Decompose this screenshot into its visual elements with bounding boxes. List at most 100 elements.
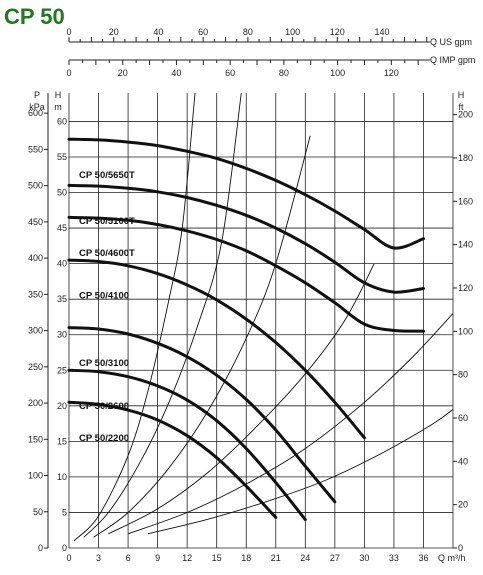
top-axis-tick-label: 120 [384,68,399,78]
top-axis-unit-label: Q IMP gpm [430,55,475,65]
system-curve [108,263,375,535]
system-curve [127,313,454,535]
x-axis-tick-label: 21 [271,553,281,563]
system-curves [73,92,454,542]
m-axis-tick-label: 0 [62,543,67,553]
m-axis-tick-label: 50 [57,188,67,198]
chart-title: CP 50 [4,4,65,29]
kpa-axis-tick-label: 300 [28,326,43,336]
top-axis-tick-label: 20 [109,27,119,37]
pump-curve [67,368,307,522]
top-axis-tick-label: 40 [153,27,163,37]
pump-curve [67,183,425,294]
pump-curve-labels: CP 50/5650T CP 50/5100T CP 50/4600T CP 50/4… [79,170,135,444]
x-axis-tick-label: 6 [126,553,131,563]
pump-curve [67,215,425,333]
top-axis-tick-label: 0 [66,27,71,37]
ft-axis-label-bottom: ft [458,102,464,112]
kpa-axis-tick-label: 600 [28,108,43,118]
top-axis-tick-label: 80 [279,68,289,78]
x-axis-tick-label: 9 [155,553,160,563]
ft-axis-tick-label: 40 [458,456,468,466]
m-axis-tick-label: 25 [57,365,67,375]
ft-axis-tick-label: 160 [458,196,473,206]
m-axis-tick-label: 55 [57,152,67,162]
pump-curve [67,400,278,519]
ft-axis-tick-label: 120 [458,283,473,293]
kpa-axis-tick-label: 500 [28,181,43,191]
pump-curve-label: CP 50/5100T [79,216,135,227]
top-axis-unit-label: Q US gpm [430,37,472,47]
top-axis-tick-label: 100 [285,27,300,37]
m-axis-tick-label: 40 [57,259,67,269]
top-axis-tick-label: 120 [330,27,345,37]
x-axis-tick-label: 12 [182,553,192,563]
pump-curve [67,137,425,250]
grid [68,93,454,549]
ft-axis-tick-label: 60 [458,413,468,423]
pump-curve-label: CP 50/2600 [79,401,129,412]
m-axis-tick-label: 60 [57,116,67,126]
ft-axis-tick-label: 20 [458,500,468,510]
x-axis-tick-label: 36 [418,553,428,563]
ft-axis-label-top: H [458,90,465,100]
m-axis-tick-label: 30 [57,330,67,340]
ft-axis-tick-label: 100 [458,326,473,336]
top-axis-tick-label: 60 [198,27,208,37]
m-axis-label-bottom: m [54,102,62,112]
pump-curve-label: CP 50/4600T [79,248,135,259]
pump-curve-label: CP 50/2200 [79,433,129,444]
top-axis-tick-label: 80 [243,27,253,37]
system-curve [93,135,311,538]
ft-axis-tick-label: 180 [458,153,473,163]
x-axis-tick-label: 15 [212,553,222,563]
top-axis-tick-label: 100 [330,68,345,78]
m-axis-tick-label: 35 [57,294,67,304]
m-axis-tick-label: 20 [57,401,67,411]
kpa-axis-tick-label: 50 [33,507,43,517]
x-axis-tick-label: 27 [330,553,340,563]
top-axis-tick-label: 140 [375,27,390,37]
kpa-axis-tick-label: 150 [28,434,43,444]
pump-curves [67,137,425,522]
pump-curve-label: CP 50/3100 [79,358,129,369]
kpa-axis-tick-label: 200 [28,398,43,408]
ft-axis-tick-label: 80 [458,370,468,380]
top-axis-tick-label: 20 [118,68,128,78]
kpa-axis-tick-label: 250 [28,362,43,372]
x-axis-tick-label: 30 [359,553,369,563]
x-axis-tick-label: 18 [241,553,251,563]
kpa-axis-tick-label: 350 [28,289,43,299]
top-axis-tick-label: 0 [66,68,71,78]
m-axis-tick-label: 10 [57,472,67,482]
kpa-axis-tick-label: 400 [28,253,43,263]
kpa-axis-tick-label: 550 [28,144,43,154]
x-axis-tick-label: 33 [389,553,399,563]
kpa-axis-label-top: P [34,90,40,100]
x-axis-tick-label: 24 [300,553,310,563]
kpa-axis-tick-label: 0 [38,543,43,553]
m-axis-tick-label: 5 [62,507,67,517]
ft-axis-tick-label: 200 [458,110,473,120]
x-axis-unit-label: Q m³/h [438,553,466,563]
x-axis-tick-label: 0 [66,553,71,563]
pump-curve-label: CP 50/4100 [79,291,129,302]
system-curve [83,92,242,538]
m-axis-tick-label: 45 [57,223,67,233]
pump-curve-label: CP 50/5650T [79,170,135,181]
ft-axis-tick-label: 140 [458,240,473,250]
system-curve [73,92,196,542]
bottom-flow-axis: 0 3 6 9 12 15 18 21 24 27 30 33 36 Q m³/h [66,553,465,563]
m-axis-tick-label: 15 [57,436,67,446]
pump-curve [67,326,337,504]
system-curve [147,409,454,535]
kpa-axis-tick-label: 100 [28,471,43,481]
pump-curve [67,258,366,440]
top-flow-axes: 0 20 40 60 80 100 120 140 Q US gpm 0 20 40 60 80 100 12… [66,27,475,78]
right-head-ft-axis: 0 20 40 60 80 100 120 140 160 180 200 Hft [453,90,473,553]
m-axis-label-top: H [55,90,62,100]
top-axis-tick-label: 60 [225,68,235,78]
kpa-axis-tick-label: 450 [28,217,43,227]
ft-axis-tick-label: 0 [458,543,463,553]
